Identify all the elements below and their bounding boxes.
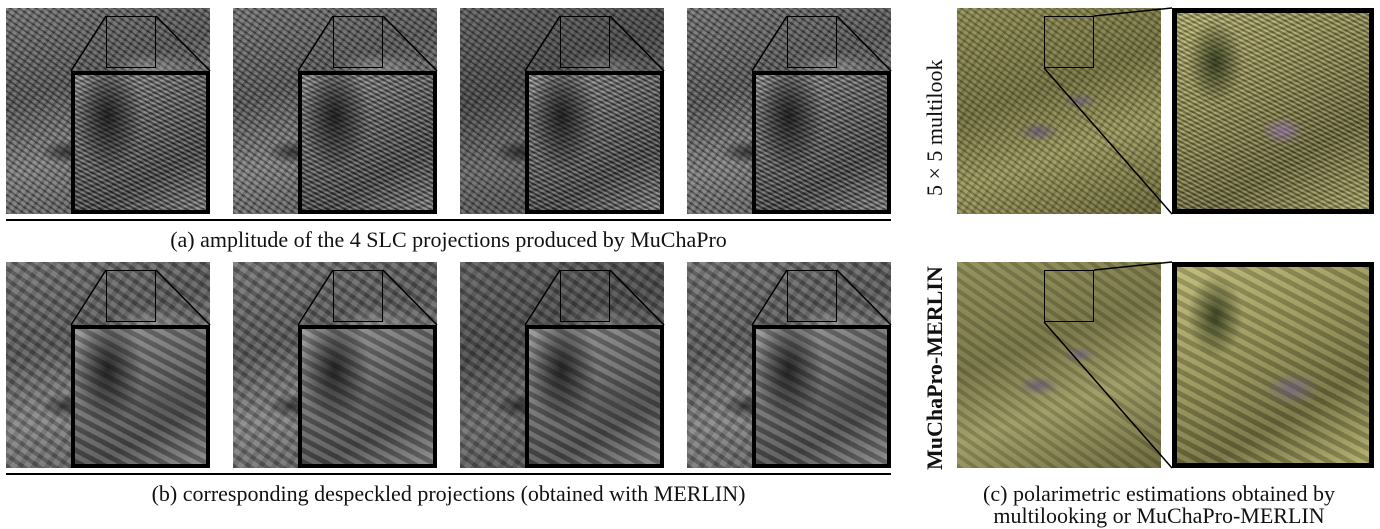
roi-box: [560, 16, 610, 68]
roi-box: [106, 270, 156, 322]
roi-box: [1044, 16, 1094, 68]
caption-a: (a) amplitude of the 4 SLC projections p…: [170, 227, 727, 252]
zoom-inset: [752, 71, 891, 214]
roi-box: [787, 270, 837, 322]
zoom-inset: [298, 71, 437, 214]
roi-box: [1044, 270, 1094, 322]
polarimetric-multilook-zoom: [1172, 8, 1374, 214]
roi-box: [333, 270, 383, 322]
roi-box: [560, 270, 610, 322]
zoom-inset: [71, 71, 210, 214]
roi-box: [333, 16, 383, 68]
zoom-inset: [525, 71, 664, 214]
caption-rule: [6, 219, 891, 221]
caption-c-line2: multilooking or MuChaPro-MERLIN: [993, 503, 1325, 528]
roi-box: [787, 16, 837, 68]
polarimetric-muchapro-merlin-zoom: [1172, 262, 1374, 468]
caption-c-line1: (c) polarimetric estimations obtained by: [983, 481, 1335, 506]
zoom-inset: [298, 325, 437, 468]
zoom-inset: [525, 325, 664, 468]
caption-rule: [6, 473, 891, 475]
zoom-inset: [752, 325, 891, 468]
row-label-multilook: 5 × 5 multilook: [922, 59, 947, 196]
caption-b: (b) corresponding despeckled projections…: [151, 481, 746, 506]
roi-box: [106, 16, 156, 68]
zoom-inset: [71, 325, 210, 468]
row-label-muchapro-merlin: MuChaPro-MERLIN: [922, 266, 947, 470]
